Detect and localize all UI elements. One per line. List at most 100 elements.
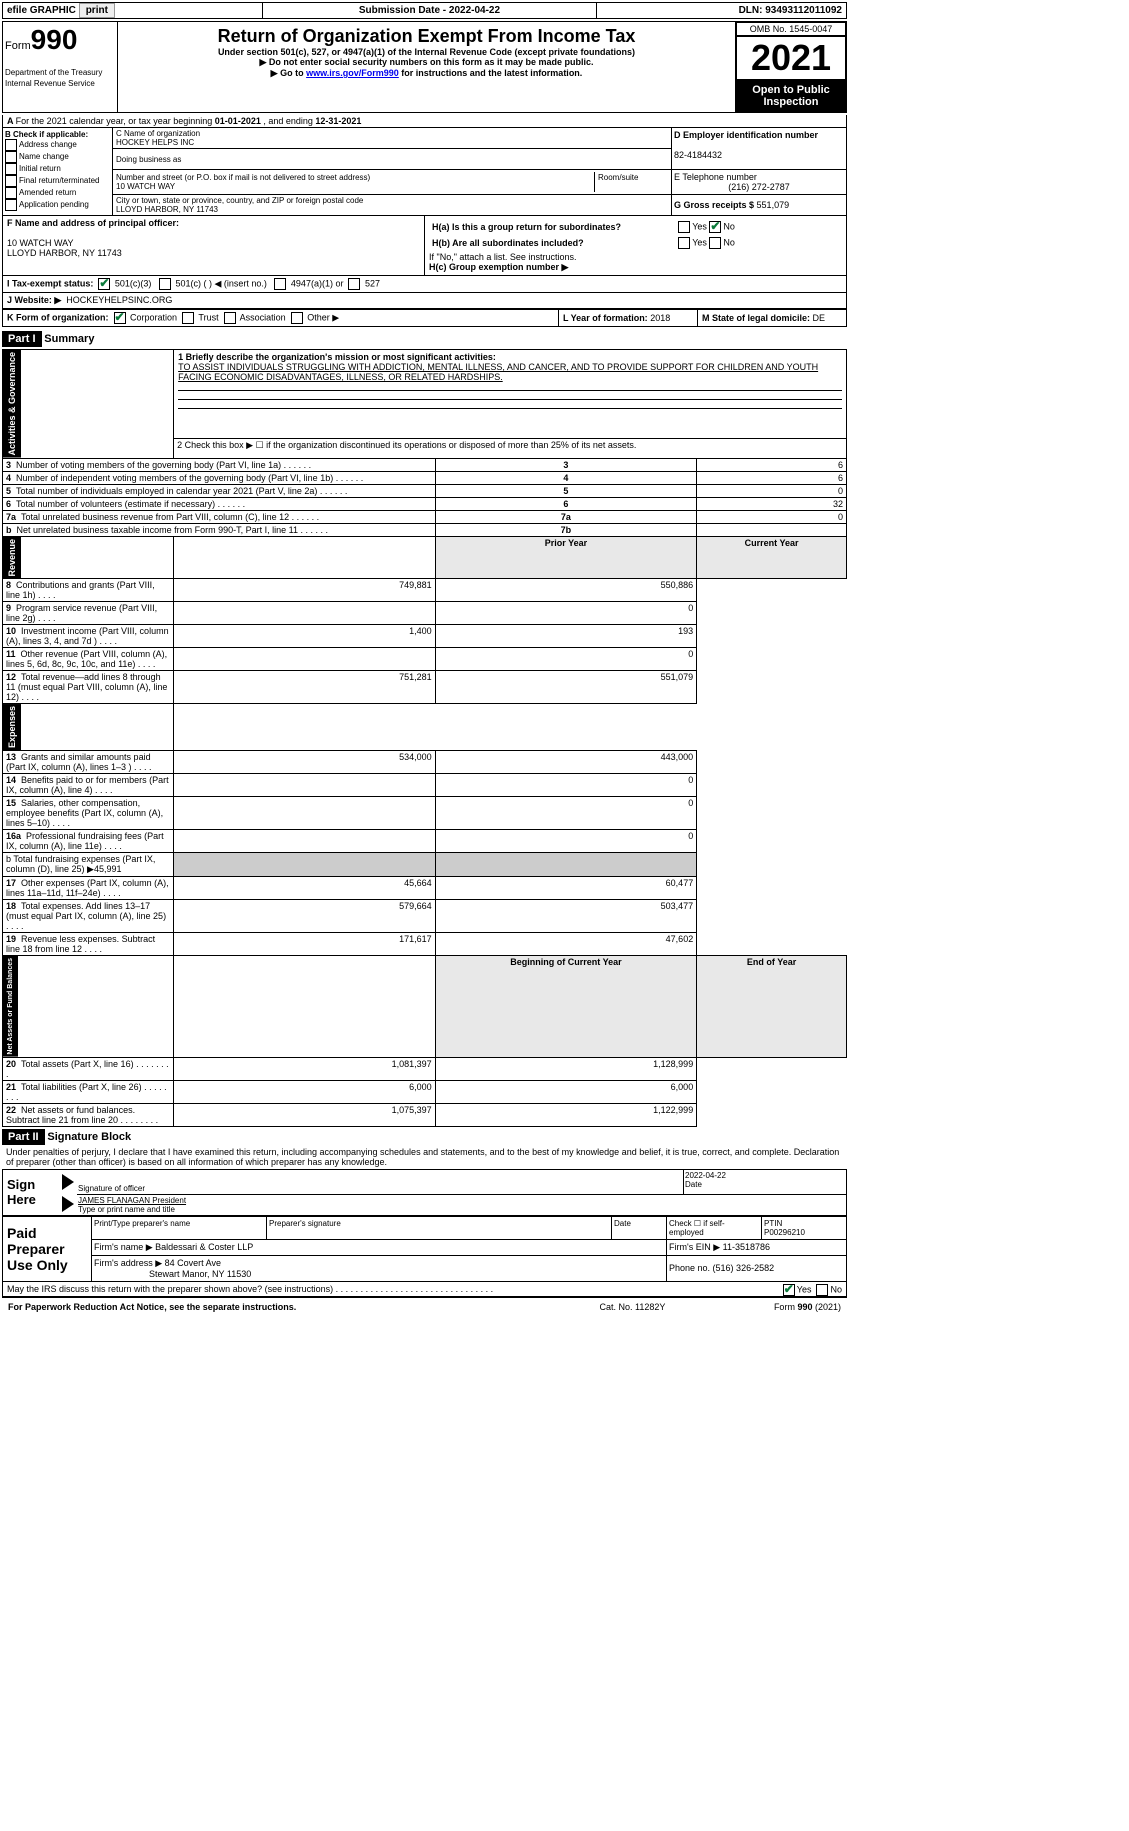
table-row: 11 Other revenue (Part VIII, column (A),… (3, 648, 847, 671)
cb-amended[interactable]: Amended return (5, 188, 76, 197)
g-label: G Gross receipts $ (674, 200, 757, 210)
hb-no[interactable] (709, 237, 721, 249)
form-label: Form990 (5, 40, 77, 52)
city-label: City or town, state or province, country… (116, 196, 363, 205)
firm-phone: (516) 326-2582 (713, 1263, 775, 1273)
gross-receipts: 551,079 (757, 200, 790, 210)
fh-block: F Name and address of principal officer:… (2, 216, 847, 275)
k-label: K Form of organization: (7, 312, 109, 322)
table-row: 9 Program service revenue (Part VIII, li… (3, 602, 847, 625)
sub1: Under section 501(c), 527, or 4947(a)(1)… (218, 47, 635, 57)
open-to-public: Open to Public Inspection (736, 80, 846, 112)
line1-label: 1 Briefly describe the organization's mi… (178, 352, 496, 362)
table-row: 22 Net assets or fund balances. Subtract… (3, 1103, 847, 1126)
top-bar: efile GRAPHIC print Submission Date - 20… (2, 2, 847, 19)
table-row: 17 Other expenses (Part IX, column (A), … (3, 877, 847, 900)
ein: 82-4184432 (674, 150, 722, 160)
form-footer: Form 990 (2021) (774, 1302, 841, 1312)
officer-addr1: 10 WATCH WAY (7, 238, 74, 248)
paperwork: For Paperwork Reduction Act Notice, see … (8, 1302, 296, 1312)
cb-527[interactable] (348, 278, 360, 290)
ij-block: I Tax-exempt status: 501(c)(3) 501(c) ( … (2, 275, 847, 309)
form-header: Form990 Department of the Treasury Inter… (2, 21, 847, 113)
table-row: 20 Total assets (Part X, line 16) . . . … (3, 1057, 847, 1080)
discuss-no[interactable] (816, 1284, 828, 1296)
table-row: 12 Total revenue—add lines 8 through 11 … (3, 671, 847, 704)
hb-yes[interactable] (678, 237, 690, 249)
table-row: 5 Total number of individuals employed i… (3, 484, 847, 497)
ptin: P00296210 (764, 1228, 805, 1237)
hc-label: H(c) Group exemption number ▶ (429, 262, 568, 272)
table-row: b Net unrelated business taxable income … (3, 523, 847, 536)
prior-year-hdr: Prior Year (435, 536, 697, 579)
print-button[interactable]: print (79, 3, 115, 18)
begin-year-hdr: Beginning of Current Year (435, 956, 697, 1058)
cb-addr[interactable]: Address change (5, 140, 77, 149)
c-name-label: C Name of organization (116, 129, 200, 138)
prep-sig-label: Preparer's signature (269, 1219, 341, 1228)
officer-name: JAMES FLANAGAN President (78, 1196, 186, 1205)
table-row: 10 Investment income (Part VIII, column … (3, 625, 847, 648)
dept: Department of the Treasury Internal Reve… (5, 68, 102, 88)
dba-label: Doing business as (116, 155, 181, 164)
arrow-icon (62, 1174, 74, 1190)
klm-block: K Form of organization: Corporation Trus… (2, 309, 847, 327)
cb-4947[interactable] (274, 278, 286, 290)
sub2: ▶ Do not enter social security numbers o… (260, 57, 594, 67)
table-row: 21 Total liabilities (Part X, line 26) .… (3, 1080, 847, 1103)
tax-year: 2021 (736, 36, 846, 80)
h-note: If "No," attach a list. See instructions… (429, 252, 842, 262)
table-row: 6 Total number of volunteers (estimate i… (3, 497, 847, 510)
self-employed-check[interactable]: Check ☐ if self-employed (669, 1219, 725, 1237)
arrow-icon-2 (62, 1196, 74, 1212)
omb: OMB No. 1545-0047 (736, 22, 846, 36)
discuss-row: May the IRS discuss this return with the… (2, 1282, 847, 1298)
part1-label: Part I (2, 331, 42, 347)
cb-trust[interactable] (182, 312, 194, 324)
summary-table: Activities & Governance 1 Briefly descri… (2, 349, 847, 1127)
cat-no: Cat. No. 11282Y (563, 1300, 702, 1314)
cb-corp[interactable] (114, 312, 126, 324)
state-domicile: DE (813, 313, 826, 323)
section-rev: Revenue (3, 537, 21, 579)
cb-app[interactable]: Application pending (5, 200, 89, 209)
date-label: Date (685, 1180, 702, 1189)
year-formation: 2018 (650, 313, 670, 323)
part1-title: Summary (44, 333, 94, 345)
footer: For Paperwork Reduction Act Notice, see … (2, 1298, 847, 1316)
f-label: F Name and address of principal officer: (7, 218, 179, 228)
mission: TO ASSIST INDIVIDUALS STRUGGLING WITH AD… (178, 362, 818, 382)
website: HOCKEYHELPSINC.ORG (66, 295, 172, 305)
discuss-yes[interactable] (783, 1284, 795, 1296)
hb-label: H(b) Are all subordinates included? (432, 238, 584, 248)
ha-no[interactable] (709, 221, 721, 233)
sub3-pre: ▶ Go to (271, 68, 306, 78)
table-row: 8 Contributions and grants (Part VIII, l… (3, 579, 847, 602)
d-label: D Employer identification number (674, 130, 818, 140)
cb-initial[interactable]: Initial return (5, 164, 61, 173)
cb-other[interactable] (291, 312, 303, 324)
firm-ein: 11-3518786 (723, 1242, 770, 1252)
ha-yes[interactable] (678, 221, 690, 233)
firm-phone-label: Phone no. (669, 1263, 713, 1273)
e-label: E Telephone number (674, 172, 757, 182)
cb-assoc[interactable] (224, 312, 236, 324)
type-name-label: Type or print name and title (78, 1205, 175, 1214)
table-row: 7a Total unrelated business revenue from… (3, 510, 847, 523)
section-ag: Activities & Governance (3, 350, 21, 458)
cb-final[interactable]: Final return/terminated (5, 176, 99, 185)
table-row: 4 Number of independent voting members o… (3, 471, 847, 484)
sign-here: Sign Here (3, 1169, 62, 1215)
line2: 2 Check this box ▶ ☐ if the organization… (174, 438, 847, 458)
table-row: 14 Benefits paid to or for members (Part… (3, 774, 847, 797)
ptin-label: PTIN (764, 1219, 782, 1228)
dln: 93493112011092 (765, 5, 842, 16)
prep-date-label: Date (614, 1219, 631, 1228)
dln-label: DLN: (739, 5, 766, 16)
cb-name[interactable]: Name change (5, 152, 69, 161)
cb-501c3[interactable] (98, 278, 110, 290)
org-name: HOCKEY HELPS INC (116, 138, 194, 147)
prep-name-label: Print/Type preparer's name (94, 1219, 190, 1228)
instructions-link[interactable]: www.irs.gov/Form990 (306, 68, 399, 78)
cb-501c[interactable] (159, 278, 171, 290)
